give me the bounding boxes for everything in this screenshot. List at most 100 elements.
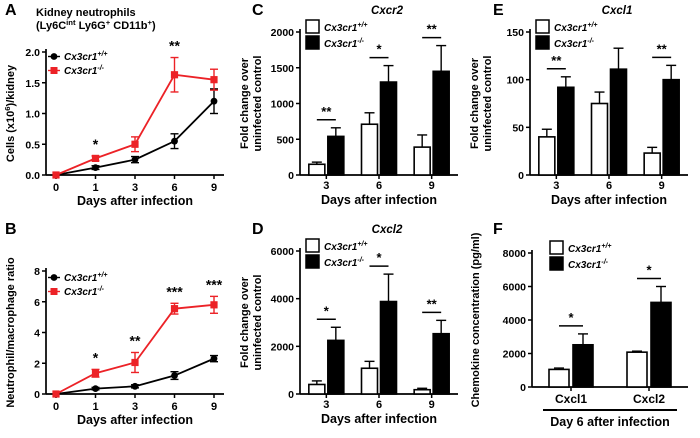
data-point-circle [92, 385, 99, 393]
panel-d: D 0 2000 4000 6000 Fold change over uninfecte… [236, 219, 469, 438]
legend-label: Cx3cr1-/- [554, 38, 595, 50]
chart-svg-E: 0 50 100 150 Fold change over uninfected cont… [469, 5, 688, 207]
data-point-square [52, 171, 60, 179]
y-tick-label: 150 [506, 27, 524, 39]
legend-swatch [305, 238, 320, 253]
legend-label: Cx3cr1-/- [568, 259, 609, 271]
significance-stars: * [568, 310, 574, 325]
data-point-circle [92, 164, 99, 172]
y-tick-label: 4 [34, 328, 40, 340]
x-tick-label: Cxcl1 [555, 392, 587, 406]
panel-d-chart: 0 2000 4000 6000 Fold change over uninfected … [236, 219, 469, 438]
x-tick-label: 9 [659, 180, 665, 192]
x-tick-label: 3 [323, 399, 329, 411]
chart-svg-F: 0 2000 4000 6000 8000 Chemokine concentration… [470, 232, 688, 429]
x-tick-label: 0 [53, 401, 59, 413]
significance-stars: * [93, 136, 99, 152]
bar [327, 135, 345, 176]
chart-svg-A: 0.0 0.5 1.0 1.5 2.0 Cells (x106)/kidney Kidney… [3, 7, 224, 208]
panel-a-chart: 0.0 0.5 1.0 1.5 2.0 Cells (x106)/kidney Kidney… [0, 0, 233, 219]
y-tick-label: 4000 [271, 294, 295, 306]
x-tick-label: 9 [429, 180, 435, 192]
panel-e-letter: E [493, 2, 504, 19]
y-tick-label: 500 [276, 134, 294, 146]
y-tick-label: 1.5 [25, 78, 40, 90]
bar [557, 86, 575, 176]
legend-swatch [305, 254, 320, 269]
bar [413, 146, 431, 176]
legend-label: Cx3cr1+/+ [324, 22, 367, 34]
data-point-circle [210, 355, 218, 363]
bar [650, 301, 672, 388]
panel-d-letter: D [252, 221, 264, 238]
bar [327, 339, 345, 395]
panel-e: E 0 50 100 150 Fold change over uninfected co… [466, 0, 699, 219]
significance-stars: ** [427, 22, 438, 37]
x-tick-label: 3 [132, 401, 138, 413]
data-point-circle [171, 137, 178, 145]
significance-stars: ** [427, 296, 438, 311]
y-axis-title: Chemokine concentration (pg/ml) [470, 232, 482, 407]
y-tick-label: 6000 [503, 282, 527, 294]
y-tick-label: 2000 [271, 341, 295, 353]
legend-label: Cx3cr1-/- [324, 257, 365, 269]
y-axis-title: uninfected control [252, 275, 264, 371]
series-line [55, 303, 215, 395]
x-tick-label: 0 [53, 182, 59, 194]
chart-svg-C: 0 500 1000 1500 2000 Fold change over uninfect… [239, 5, 458, 207]
y-axis-title: Cells (x106)/kidney [3, 64, 17, 162]
x-tick-label: 3 [323, 180, 329, 192]
y-tick-label: 0.5 [25, 139, 40, 151]
y-tick-label: 0 [288, 389, 294, 401]
x-tick-label: 9 [429, 399, 435, 411]
legend-swatch [305, 35, 320, 50]
bar [432, 70, 450, 176]
y-tick-label: 2 [34, 358, 40, 370]
legend-swatch [305, 19, 320, 34]
data-series [52, 354, 218, 398]
legend-swatch [535, 35, 550, 50]
significance-stars: ** [169, 38, 180, 54]
y-tick-label: 2.0 [25, 47, 40, 59]
x-tick-label: 9 [211, 182, 217, 194]
panel-c: C 0 500 1000 1500 2000 Fold change over uninfe… [236, 0, 469, 219]
x-tick-label: 6 [376, 399, 382, 411]
panel-f: F 0 2000 4000 6000 8000 Chemokine concentrati… [466, 219, 699, 438]
bar [609, 68, 628, 176]
data-point-circle [210, 97, 218, 105]
bar [379, 81, 398, 176]
panel-title: Kidney neutrophils [36, 7, 136, 19]
panel-e-chart: 0 50 100 150 Fold change over uninfected cont… [466, 0, 699, 219]
data-series [52, 295, 218, 398]
data-point-circle [171, 372, 178, 379]
panel-f-letter: F [493, 221, 503, 238]
y-tick-label: 100 [506, 75, 524, 87]
bar [308, 383, 326, 395]
data-point-square [170, 71, 179, 79]
x-tick-label: 1 [92, 401, 98, 413]
y-tick-label: 4000 [503, 315, 527, 327]
panel-title: Cxcl1 [602, 5, 633, 17]
x-tick-label: 3 [553, 180, 559, 192]
y-tick-label: 0 [288, 170, 294, 182]
legend-swatch [549, 240, 564, 255]
legend-swatch [535, 19, 550, 34]
y-tick-label: 1000 [271, 99, 295, 111]
panel-title: (Ly6Cint Ly6G+ CD11b+) [36, 18, 156, 32]
y-axis-title: Neutrophil/macrophage ratio [5, 257, 17, 408]
bar [432, 332, 450, 395]
y-tick-label: 0 [34, 389, 40, 401]
y-tick-label: 1500 [271, 63, 295, 75]
group-caption: Day 6 after infection [550, 415, 669, 429]
legend-label: Cx3cr1+/+ [568, 243, 611, 255]
legend-item: Cx3cr1+/+ [48, 272, 107, 284]
data-point-square [210, 301, 218, 309]
data-point-square [210, 76, 218, 84]
data-series [52, 56, 218, 179]
panel-c-chart: 0 500 1000 1500 2000 Fold change over uninfect… [236, 0, 469, 219]
bar [643, 152, 661, 176]
bar [662, 78, 680, 176]
legend-item: Cx3cr1-/- [48, 286, 105, 298]
significance-stars: * [376, 42, 382, 57]
